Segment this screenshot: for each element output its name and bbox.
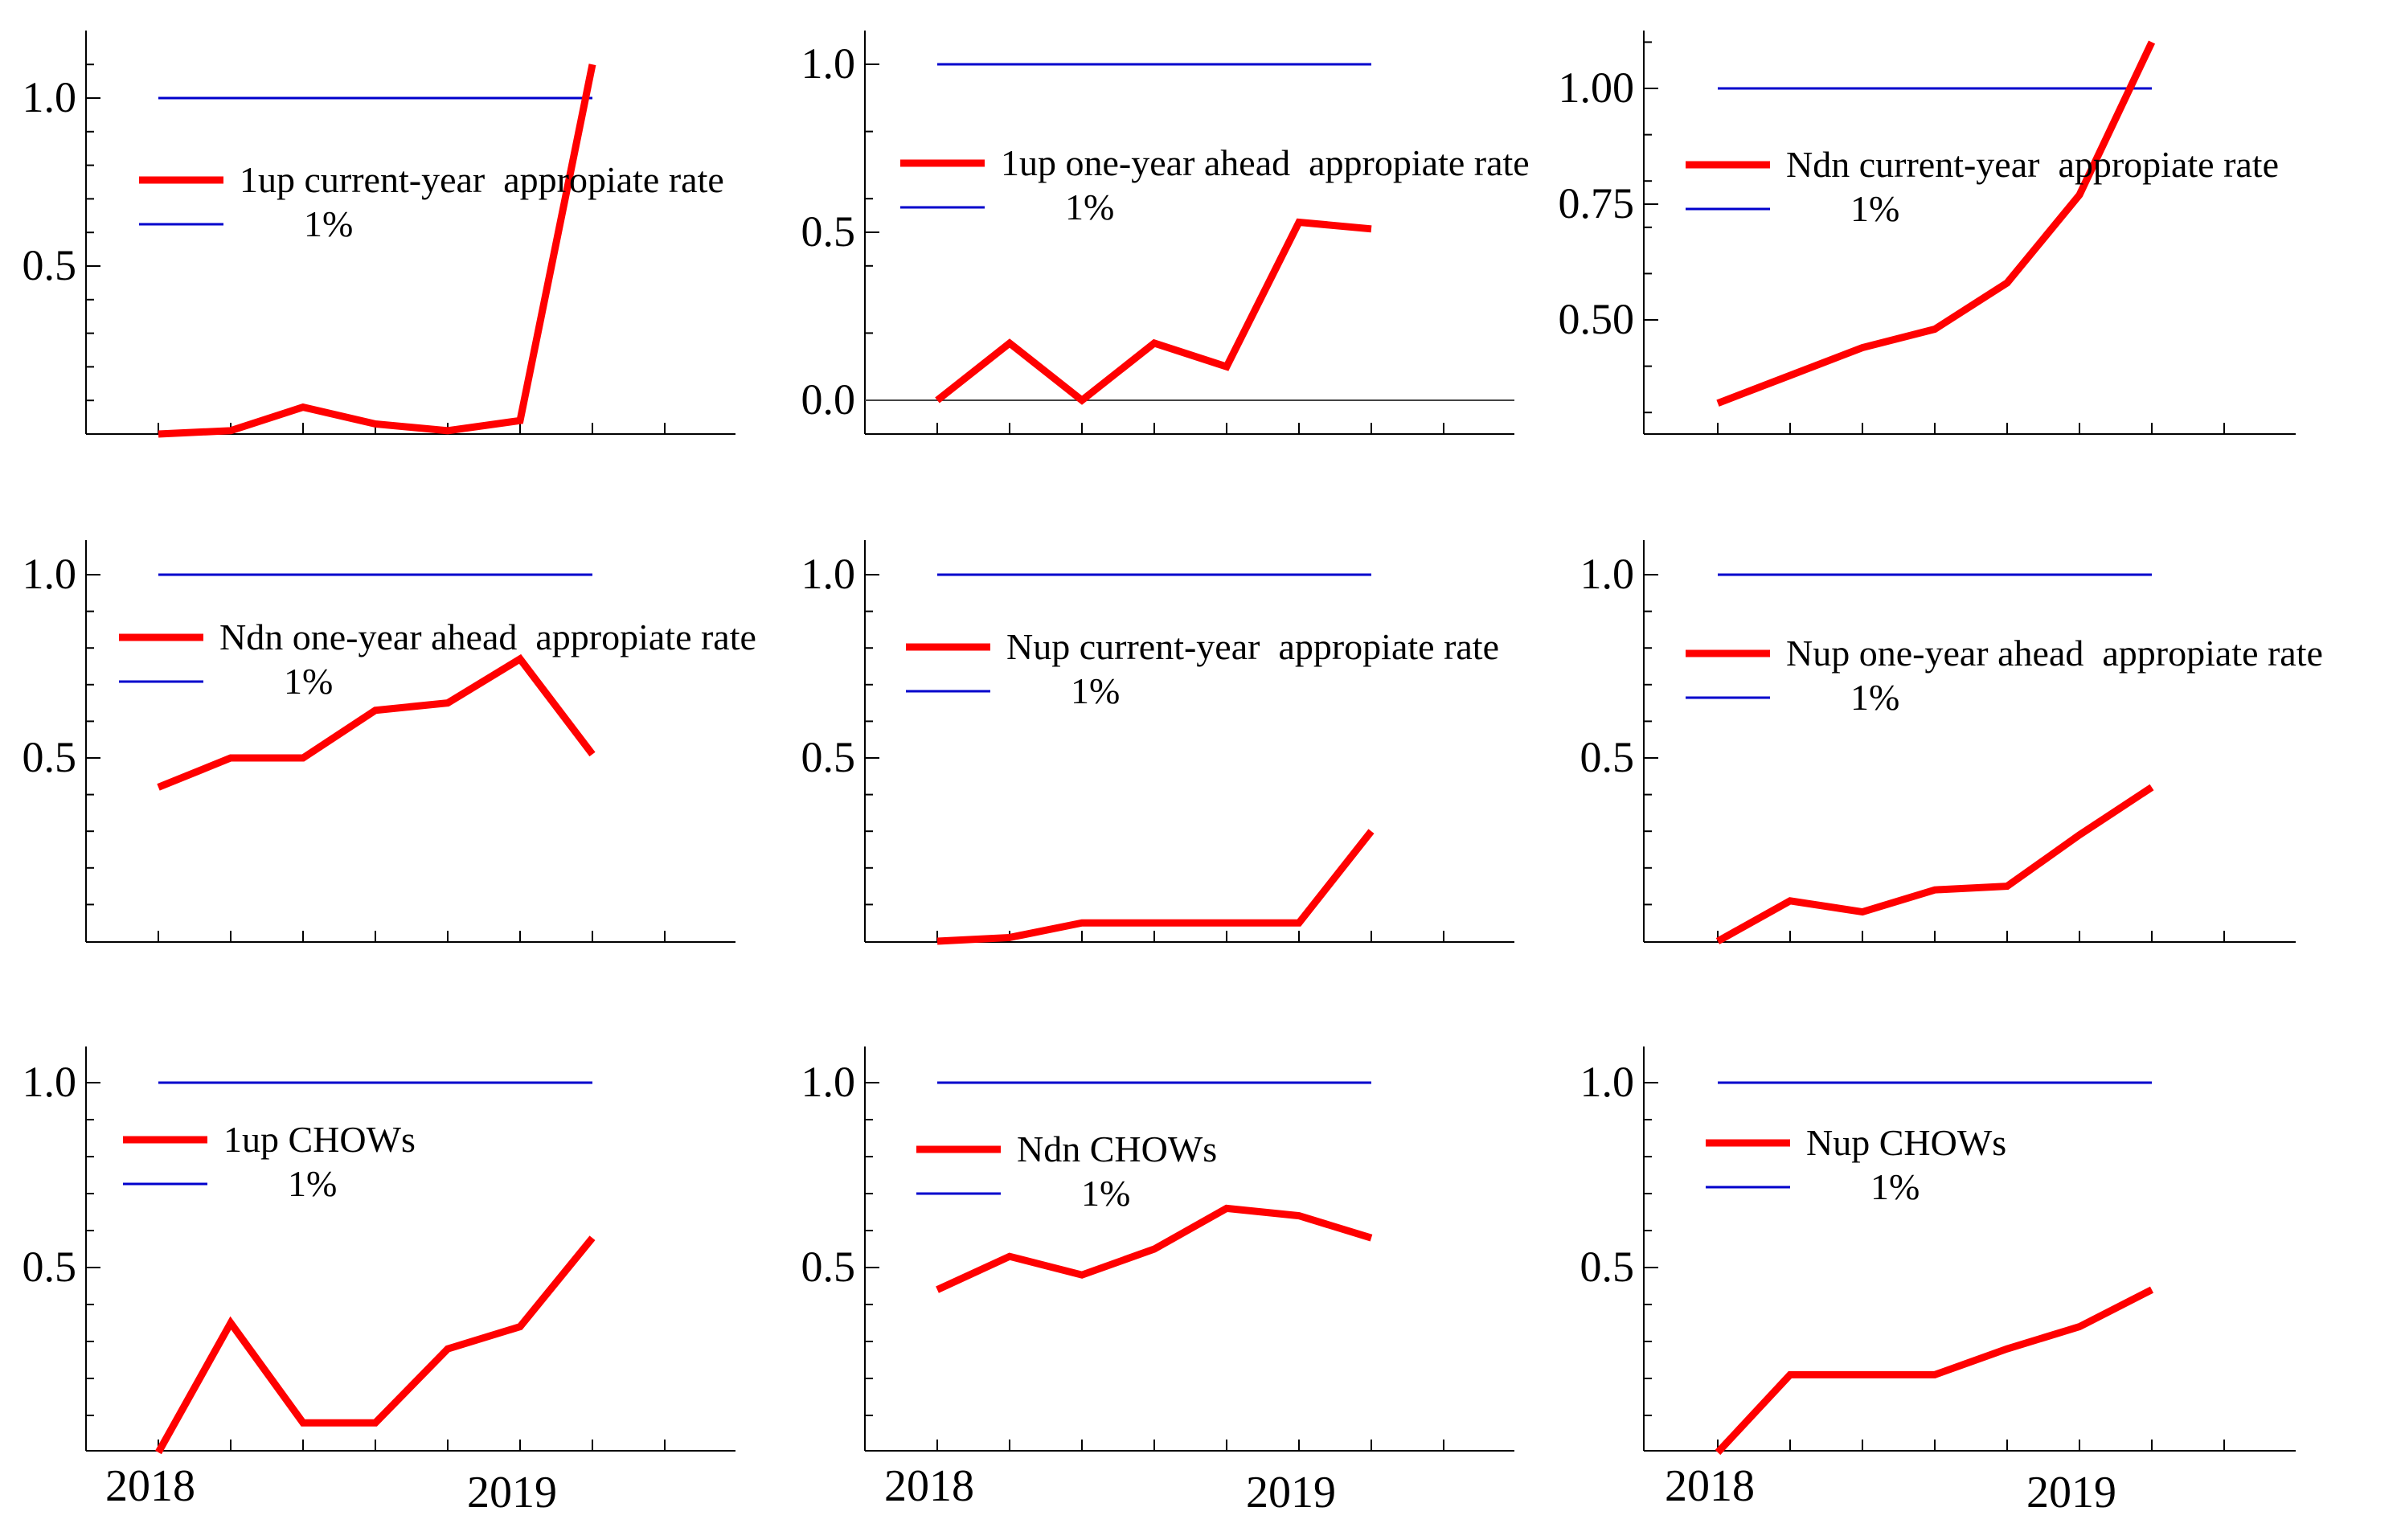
x-tick-label: 2018 <box>884 1461 974 1511</box>
series-line <box>1716 40 2156 407</box>
x-tick-label: 2018 <box>1665 1461 1755 1511</box>
series-line <box>157 653 596 791</box>
series-line <box>935 218 1372 405</box>
legend-label-reference: 1% <box>288 1163 337 1204</box>
panel-4: 0.5 1.0 Ndn one-year ahead appropiate rate… <box>23 540 756 943</box>
y-tick-label: 1.0 <box>1580 550 1635 598</box>
y-tick-label: 1.0 <box>23 73 77 121</box>
y-tick-label: 0.5 <box>801 1243 856 1291</box>
legend-label-reference: 1% <box>1870 1166 1920 1207</box>
y-tick-label: 1.0 <box>801 550 856 598</box>
y-tick-label: 0.0 <box>801 375 856 424</box>
x-tick-label: 2019 <box>1246 1468 1336 1517</box>
legend-label-series: 1up current-year appropiate rate <box>240 159 724 200</box>
series-line <box>1715 1286 2154 1456</box>
y-tick-label: 0.5 <box>23 241 77 289</box>
y-tick-label: 0.75 <box>1559 179 1635 227</box>
legend-label-series: Ndn current-year appropiate rate <box>1786 144 2279 185</box>
legend-label-reference: 1% <box>1081 1173 1130 1214</box>
panel-2: 0.0 0.5 1.0 1up one-year ahead appropiate r… <box>801 31 1530 435</box>
x-tick-label: 2018 <box>105 1461 195 1511</box>
legend-label-reference: 1% <box>1071 670 1120 711</box>
legend-label-reference: 1% <box>1850 677 1899 718</box>
legend-label-series: Nup one-year ahead appropiate rate <box>1786 633 2323 674</box>
series-line <box>1715 784 2154 944</box>
y-tick-label: 0.50 <box>1559 295 1635 343</box>
legend-label-reference: 1% <box>284 661 333 702</box>
series-line <box>155 1235 596 1455</box>
legend-label-series: 1up CHOWs <box>223 1119 416 1160</box>
y-tick-label: 0.5 <box>1580 1243 1635 1291</box>
y-tick-label: 0.5 <box>1580 733 1635 781</box>
y-tick-label: 0.5 <box>23 733 77 781</box>
panel-6: 0.5 1.0 Nup one-year ahead appropiate rate… <box>1580 540 2323 944</box>
legend-label-reference: 1% <box>1850 188 1899 229</box>
series-line <box>158 63 596 438</box>
y-tick-label: 0.5 <box>23 1243 77 1291</box>
series-line <box>936 1204 1373 1293</box>
y-tick-label: 1.0 <box>23 550 77 598</box>
legend-label-series: 1up one-year ahead appropiate rate <box>1001 142 1530 183</box>
legend-label-reference: 1% <box>304 203 353 244</box>
y-tick-label: 0.5 <box>801 733 856 781</box>
legend-label-series: Nup CHOWs <box>1806 1122 2006 1163</box>
panel-3: 0.50 0.75 1.00 Ndn current-year appropiate … <box>1559 31 2296 435</box>
series-line <box>936 829 1375 945</box>
y-tick-label: 1.0 <box>23 1058 77 1106</box>
x-tick-label: 2019 <box>467 1468 557 1517</box>
y-tick-label: 0.5 <box>801 207 856 256</box>
legend-label-series: Nup current-year appropiate rate <box>1006 626 1499 667</box>
legend-label-series: Ndn one-year ahead appropiate rate <box>219 616 756 657</box>
legend-label-series: Ndn CHOWs <box>1017 1128 1217 1169</box>
x-tick-label: 2019 <box>2026 1468 2116 1517</box>
y-tick-label: 1.0 <box>1580 1058 1635 1106</box>
y-tick-label: 1.0 <box>801 1058 856 1106</box>
y-tick-label: 1.0 <box>801 39 856 88</box>
y-tick-label: 1.00 <box>1559 63 1635 112</box>
legend-label-reference: 1% <box>1065 186 1114 227</box>
